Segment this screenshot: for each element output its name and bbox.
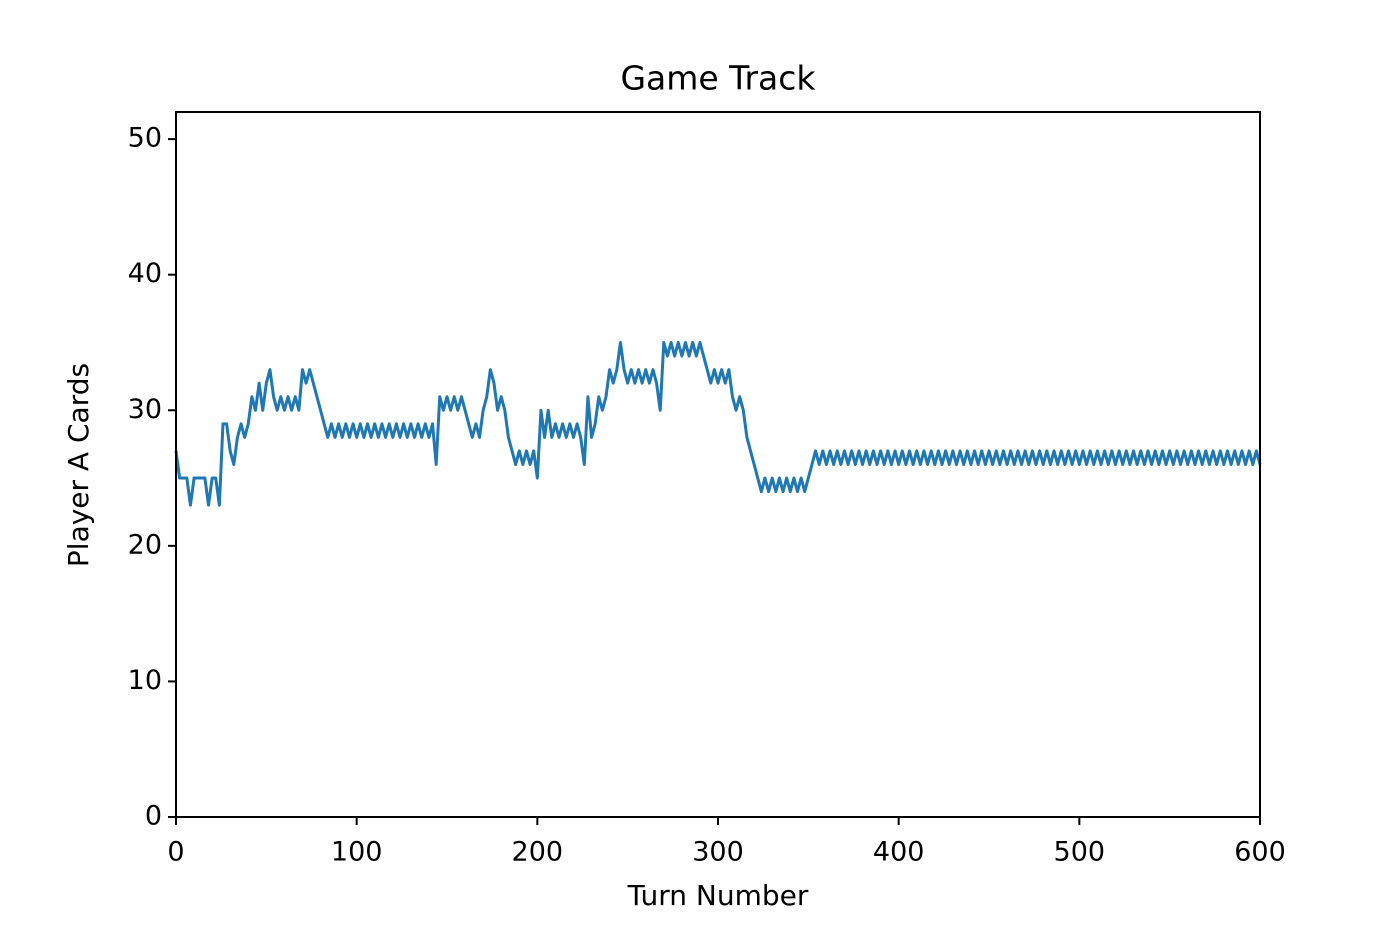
y-tick-label: 10	[128, 665, 162, 696]
x-tick-label: 300	[692, 837, 744, 868]
y-tick-label: 0	[145, 801, 162, 832]
x-tick-label: 200	[512, 837, 564, 868]
x-tick-label: 400	[873, 837, 925, 868]
x-tick-label: 100	[331, 837, 383, 868]
x-tick-label: 600	[1234, 837, 1286, 868]
y-tick-label: 40	[128, 258, 162, 289]
x-tick-label: 500	[1054, 837, 1106, 868]
data-line	[174, 340, 1262, 507]
y-tick-label: 20	[128, 529, 162, 560]
y-tick-label: 30	[128, 394, 162, 425]
plot-frame	[175, 111, 1261, 818]
y-axis-label: Player A Cards	[62, 363, 95, 567]
chart-title: Game Track	[620, 59, 816, 98]
x-tick-label: 0	[167, 837, 184, 868]
y-tick-label: 50	[128, 123, 162, 154]
x-axis-label: Turn Number	[627, 879, 809, 912]
